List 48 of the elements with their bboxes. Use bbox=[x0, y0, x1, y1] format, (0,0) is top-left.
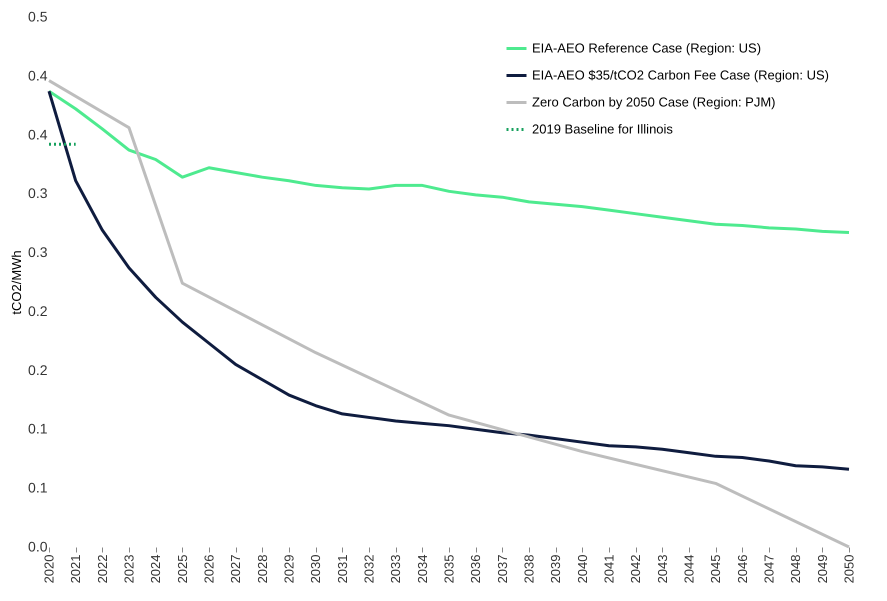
x-tick-label: 2031 bbox=[334, 554, 350, 584]
x-tick-label: 2020 bbox=[42, 554, 56, 584]
legend-label: 2019 Baseline for Illinois bbox=[532, 122, 674, 136]
x-tick-label: 2043 bbox=[654, 554, 670, 584]
x-tick-label: 2030 bbox=[308, 554, 324, 584]
x-tick-label: 2029 bbox=[282, 554, 296, 584]
line-series bbox=[48, 90, 850, 471]
y-tick-label: 0.5 bbox=[28, 8, 48, 24]
line-series bbox=[48, 90, 850, 234]
legend-label: EIA-AEO Reference Case (Region: US) bbox=[532, 40, 762, 56]
x-tick-label: 2027 bbox=[228, 554, 244, 584]
x-tick-label: 2023 bbox=[122, 554, 136, 584]
x-tick-label: 2045 bbox=[708, 554, 724, 584]
y-tick-label: 0.0 bbox=[28, 538, 48, 554]
y-tick-label: 0.4 bbox=[28, 126, 48, 142]
x-tick-label: 2026 bbox=[202, 554, 216, 584]
y-tick-label: 0.1 bbox=[28, 480, 48, 496]
x-tick-label: 2041 bbox=[602, 554, 616, 584]
y-tick-label: 0.3 bbox=[28, 244, 48, 260]
x-tick-label: 2033 bbox=[388, 554, 404, 584]
x-tick-label: 2037 bbox=[494, 554, 510, 584]
x-tick-label: 2049 bbox=[814, 554, 830, 584]
x-tick-label: 2048 bbox=[788, 554, 804, 584]
x-tick-label: 2021 bbox=[68, 554, 84, 584]
y-tick-label: 0.1 bbox=[28, 420, 48, 437]
x-tick-label: 2034 bbox=[414, 554, 430, 584]
x-tick-label: 2050 bbox=[842, 554, 856, 584]
x-tick-label: 2024 bbox=[148, 554, 164, 584]
x-tick-label: 2047 bbox=[762, 554, 776, 584]
x-tick-label: 2042 bbox=[628, 554, 644, 584]
y-tick-label: 0.4 bbox=[28, 67, 48, 84]
y-axis-title: tCO2/MWh bbox=[9, 250, 24, 315]
x-tick-label: 2022 bbox=[94, 554, 110, 584]
x-tick-label: 2032 bbox=[362, 554, 376, 584]
x-tick-label: 2036 bbox=[468, 554, 484, 584]
x-tick-label: 2035 bbox=[442, 554, 456, 584]
y-tick-label: 0.2 bbox=[28, 362, 48, 378]
x-tick-label: 2046 bbox=[734, 554, 750, 584]
x-tick-label: 2038 bbox=[522, 554, 536, 584]
x-tick-label: 2025 bbox=[174, 554, 190, 584]
y-tick-label: 0.2 bbox=[28, 302, 48, 319]
y-tick-label: 0.3 bbox=[28, 185, 48, 202]
x-tick-label: 2039 bbox=[548, 554, 564, 584]
x-tick-label: 2040 bbox=[574, 554, 590, 584]
legend-label: Zero Carbon by 2050 Case (Region: PJM) bbox=[532, 94, 776, 110]
x-tick-label: 2044 bbox=[682, 554, 696, 584]
legend-label: EIA-AEO $35/tCO2 Carbon Fee Case (Region: US) bbox=[532, 68, 829, 82]
x-tick-label: 2028 bbox=[254, 554, 270, 584]
